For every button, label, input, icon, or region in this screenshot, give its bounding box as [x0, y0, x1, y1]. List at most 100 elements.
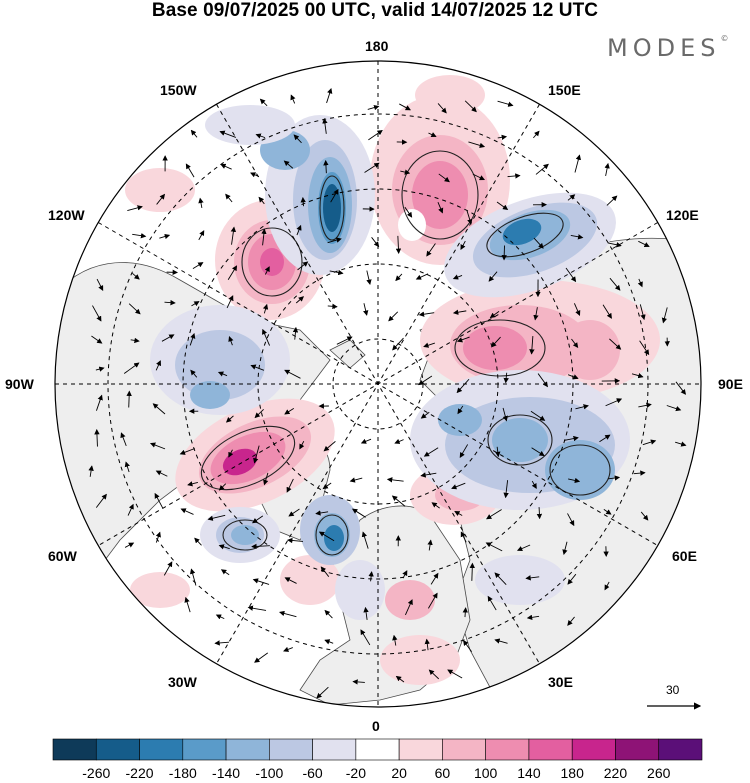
wind-vector: [423, 342, 436, 348]
wind-vector: [395, 235, 402, 254]
wind-vector: [187, 481, 198, 487]
wind-vector: [214, 640, 230, 646]
wind-vector: [437, 201, 444, 214]
wind-vector: [225, 193, 233, 203]
colorbar: [52, 738, 703, 761]
wind-vector: [156, 193, 166, 205]
lon-label-150w: 150W: [160, 82, 197, 98]
wind-vector: [426, 243, 436, 257]
wind-vector: [283, 646, 293, 652]
wind-vector: [299, 440, 305, 450]
wind-vector: [228, 336, 234, 346]
wind-vector: [604, 162, 610, 177]
wind-vector: [283, 160, 294, 169]
lon-label-120e: 120E: [666, 207, 699, 223]
wind-vector: [431, 502, 440, 509]
wind-vector: [666, 405, 682, 412]
wind-vector: [329, 269, 344, 276]
wind-vector: [330, 188, 339, 203]
wind-vector: [486, 509, 502, 520]
wind-vector: [252, 515, 264, 524]
wind-vector: [571, 338, 579, 349]
wind-vector: [287, 537, 304, 544]
colorbar-tick-label: 140: [517, 765, 541, 781]
wind-vector: [263, 472, 269, 486]
wind-vector: [293, 134, 302, 144]
wind-vector: [394, 438, 404, 444]
wind-vector: [123, 362, 140, 374]
wind-vector: [364, 162, 380, 173]
wind-vector: [485, 542, 503, 552]
colorbar-swatch: [95, 738, 140, 761]
wind-vector: [218, 483, 227, 491]
wind-vector: [288, 508, 300, 517]
wind-vector: [388, 311, 399, 322]
colorbar-tick-label: 100: [473, 765, 498, 781]
wind-vector: [296, 224, 302, 236]
wind-vector: [605, 398, 623, 407]
wind-vector: [516, 544, 531, 552]
wind-vector: [130, 337, 140, 344]
wind-vector: [400, 169, 411, 175]
wind-vector: [220, 163, 232, 170]
wind-vector: [95, 366, 105, 372]
wind-vector: [368, 129, 383, 141]
lon-label-30w: 30W: [168, 674, 197, 690]
colorbar-tick-label: 220: [603, 765, 628, 781]
wind-vector: [327, 303, 338, 310]
wind-vector: [360, 629, 371, 646]
wind-vector: [258, 196, 265, 205]
wind-vector: [127, 205, 143, 212]
wind-vector: [292, 326, 299, 340]
wind-vector: [259, 98, 268, 107]
colorbar-tick-label: -180: [168, 765, 197, 781]
wind-vector: [462, 607, 468, 618]
wind-vector: [491, 336, 501, 348]
wind-vector: [639, 304, 646, 321]
wind-vector: [124, 461, 130, 473]
wind-vector: [262, 328, 271, 346]
wind-vector: [349, 477, 363, 483]
wind-vector: [124, 542, 135, 548]
wind-vector: [574, 154, 581, 173]
wind-vector: [295, 296, 304, 304]
wind-vector: [609, 338, 622, 350]
wind-vector: [454, 511, 463, 517]
wind-vector: [464, 100, 477, 113]
wind-vector: [573, 303, 581, 316]
wind-vector: [360, 438, 372, 444]
colorbar-swatch: [139, 738, 184, 761]
wind-vector: [149, 442, 166, 450]
wind-vector: [472, 173, 486, 181]
wind-vector: [418, 375, 433, 386]
wind-vector: [526, 614, 540, 621]
wind-vector: [529, 336, 535, 355]
wind-vector: [567, 616, 575, 626]
wind-vector: [127, 503, 134, 516]
wind-vector: [218, 544, 230, 550]
wind-vector: [326, 87, 333, 104]
wind-vector: [371, 237, 380, 248]
colorbar-tick-label: 20: [391, 765, 407, 781]
wind-vector: [159, 233, 171, 240]
wind-vector: [487, 595, 497, 611]
colorbar-tick-label: -100: [255, 765, 284, 781]
wind-vector: [128, 303, 141, 315]
wind-vector: [675, 381, 687, 395]
wind-vector: [633, 470, 646, 476]
wind-vector: [323, 441, 336, 452]
wind-vector: [447, 669, 463, 679]
colorbar-swatch: [182, 738, 227, 761]
wind-vector: [423, 447, 439, 457]
wind-vector: [642, 439, 657, 446]
wind-vector: [430, 572, 439, 585]
wind-vector: [254, 652, 269, 663]
wind-vector: [420, 411, 430, 419]
wind-vector: [661, 307, 668, 324]
wind-vector: [318, 531, 335, 542]
wind-vector: [530, 410, 546, 421]
wind-vector: [457, 405, 464, 415]
wind-vector: [606, 195, 618, 206]
wind-vector: [638, 402, 652, 408]
wind-vector: [207, 514, 226, 521]
